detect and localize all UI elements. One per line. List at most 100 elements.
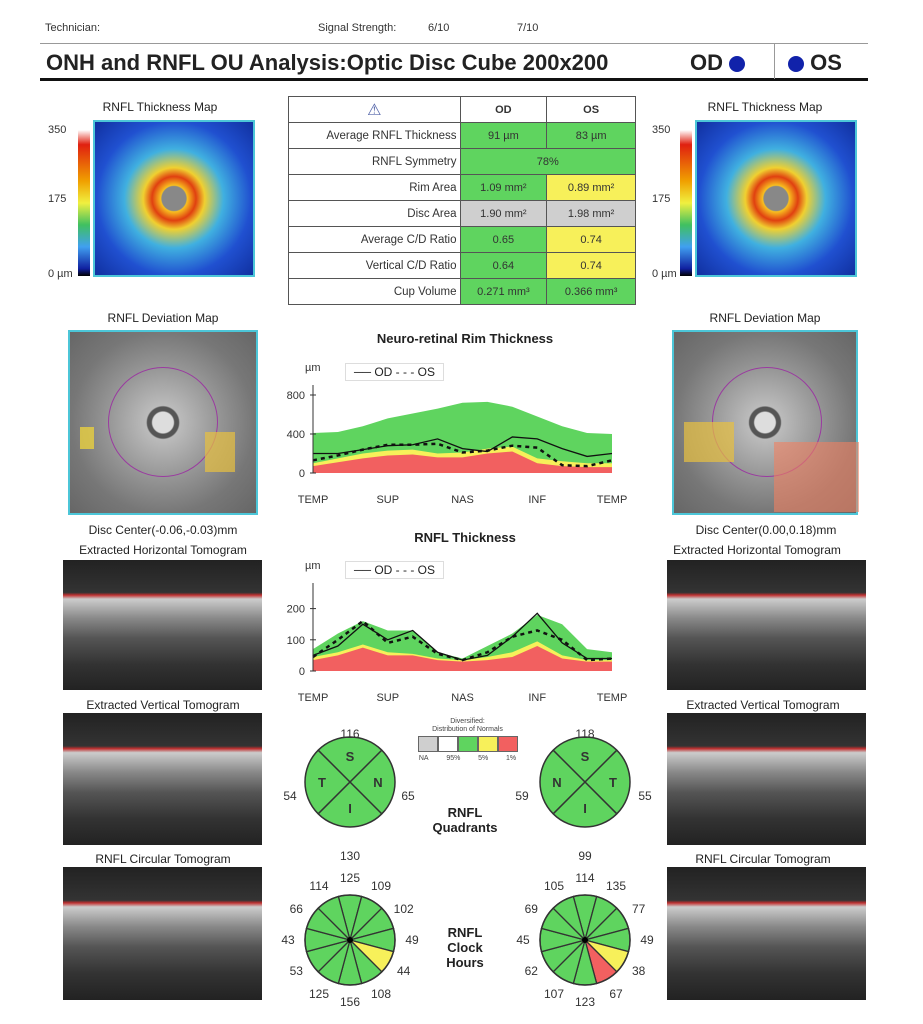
od-scale-mid: 175 (48, 193, 67, 205)
legend-od: OD (374, 365, 393, 379)
od-quadrant-t-value: 54 (283, 789, 297, 803)
rnfl-chart-title: RNFL Thickness (414, 530, 516, 545)
quadrants-title-1: RNFL (447, 805, 483, 820)
series-os (312, 619, 613, 662)
od-circular-tomogram (63, 867, 262, 1000)
quadrant-letter: N (552, 775, 561, 790)
os-circular-tomogram-label: RNFL Circular Tomogram (695, 852, 831, 866)
row-value-od: 0.64 (459, 252, 548, 279)
os-rnfl-deviation-map (672, 330, 859, 515)
calculation-circle (108, 367, 218, 477)
swatch-yellow (477, 736, 498, 752)
os-quadrant-s-value: 118 (575, 727, 595, 741)
os-clock-hour-value: 49 (640, 933, 654, 947)
od-horizontal-tomogram (63, 560, 262, 690)
rim-chart-legend: ── OD - - - OS (345, 363, 445, 381)
od-horizontal-tomogram-label: Extracted Horizontal Tomogram (79, 543, 247, 557)
signal-strength-od: 6/10 (428, 22, 450, 34)
od-circular-tomogram-label: RNFL Circular Tomogram (95, 852, 231, 866)
x-tick-label: NAS (451, 494, 474, 506)
od-clock-hour-value: 109 (370, 879, 392, 894)
center-dot (582, 937, 588, 943)
row-value-os: 0.89 mm² (546, 174, 636, 201)
os-clock-hour-value: 107 (543, 986, 565, 1001)
x-tick-label: TEMP (298, 692, 329, 704)
od-scale-max: 350 (48, 124, 67, 136)
od-quadrant-i-value: 130 (339, 849, 361, 863)
od-vertical-tomogram (63, 713, 262, 845)
signal-strength-label: Signal Strength: (318, 22, 397, 34)
rim-chart-ylabel: µm (305, 362, 321, 374)
x-tick-label: TEMP (298, 494, 329, 506)
table-row: Disc Area 1.90 mm² 1.98 mm² (288, 200, 636, 227)
row-label: RNFL Symmetry (288, 148, 461, 175)
row-label: Vertical C/D Ratio (288, 252, 461, 279)
od-clock-hour-value: 53 (289, 964, 303, 978)
od-rnfl-deviation-map (68, 330, 258, 515)
y-tick-label: 0 (299, 468, 305, 480)
swatch-green (457, 736, 478, 752)
report-title: ONH and RNFL OU Analysis:Optic Disc Cube… (46, 50, 609, 75)
od-clock-hour-value: 114 (309, 879, 329, 894)
deviation-overlay (774, 442, 859, 512)
os-quadrant-i-value: 99 (578, 849, 592, 863)
row-value-od: 91 µm (459, 122, 548, 149)
os-clock-hour-value: 77 (632, 902, 646, 916)
os-vertical-tomogram (667, 713, 866, 845)
row-value-od: 0.65 (459, 226, 548, 253)
clock-title-2: Clock (447, 940, 483, 955)
legend-subtitle: Distribution of Normals (432, 726, 503, 733)
os-clock-hour-value: 62 (524, 964, 538, 978)
y-tick-label: 800 (287, 390, 305, 402)
os-clock-hour-value: 38 (632, 964, 646, 978)
deviation-overlay (80, 427, 94, 449)
od-clock-hour-value: 66 (289, 902, 303, 916)
os-horizontal-tomogram (667, 560, 866, 690)
deviation-overlay (684, 422, 734, 462)
row-value-od: 1.09 mm² (459, 174, 548, 201)
row-value-os: 0.74 (546, 252, 636, 279)
os-clock-hour-value: 114 (575, 871, 595, 885)
os-deviation-map-label: RNFL Deviation Map (709, 311, 821, 325)
table-row: Average C/D Ratio 0.65 0.74 (288, 226, 636, 253)
row-value-os: 1.98 mm² (546, 200, 636, 227)
quadrant-letter: I (348, 801, 352, 816)
row-label: Cup Volume (288, 278, 461, 305)
clock-title-1: RNFL (447, 925, 483, 940)
os-color-scale (680, 130, 692, 276)
os-clock-hour-value: 135 (605, 879, 627, 894)
x-tick-label: TEMP (597, 692, 628, 704)
os-clock-hour-value: 67 (609, 986, 623, 1001)
os-scale-mid: 175 (652, 193, 671, 205)
quadrant-letter: T (318, 775, 326, 790)
os-quadrant-t-value: 55 (638, 789, 652, 803)
os-vertical-tomogram-label: Extracted Vertical Tomogram (686, 698, 840, 712)
od-thickness-map-label: RNFL Thickness Map (102, 100, 218, 114)
os-horizontal-tomogram-label: Extracted Horizontal Tomogram (673, 543, 841, 557)
row-label: Average C/D Ratio (288, 226, 461, 253)
od-deviation-map-label: RNFL Deviation Map (107, 311, 219, 325)
quadrant-divider (552, 749, 618, 815)
y-tick-label: 0 (299, 666, 305, 678)
normals-legend: Diversified: Distribution of Normals NA 9… (410, 718, 525, 763)
os-scale-min: 0 µm (652, 268, 677, 280)
technician-label: Technician: (45, 22, 101, 34)
abnormal-band-red (313, 646, 612, 671)
od-quadrant-s-value: 116 (340, 727, 360, 741)
od-clock-hour-value: 44 (397, 964, 411, 978)
os-clock-hour-value: 45 (516, 933, 530, 947)
x-tick-label: TEMP (597, 494, 628, 506)
quadrant-letter: I (583, 801, 587, 816)
legend-na: NA (418, 755, 429, 762)
row-label: Average RNFL Thickness (288, 122, 461, 149)
os-eye-dot-icon (788, 56, 804, 73)
table-row: Average RNFL Thickness 91 µm 83 µm (288, 122, 636, 149)
od-scale-min: 0 µm (48, 268, 73, 280)
rim-chart-title: Neuro-retinal Rim Thickness (376, 331, 554, 346)
quadrant-letter: T (609, 775, 617, 790)
swatch-na (417, 736, 438, 752)
od-indicator: OD (690, 50, 746, 76)
quadrants-title: RNFL Quadrants (415, 805, 515, 835)
abnormal-band-red (313, 451, 612, 473)
